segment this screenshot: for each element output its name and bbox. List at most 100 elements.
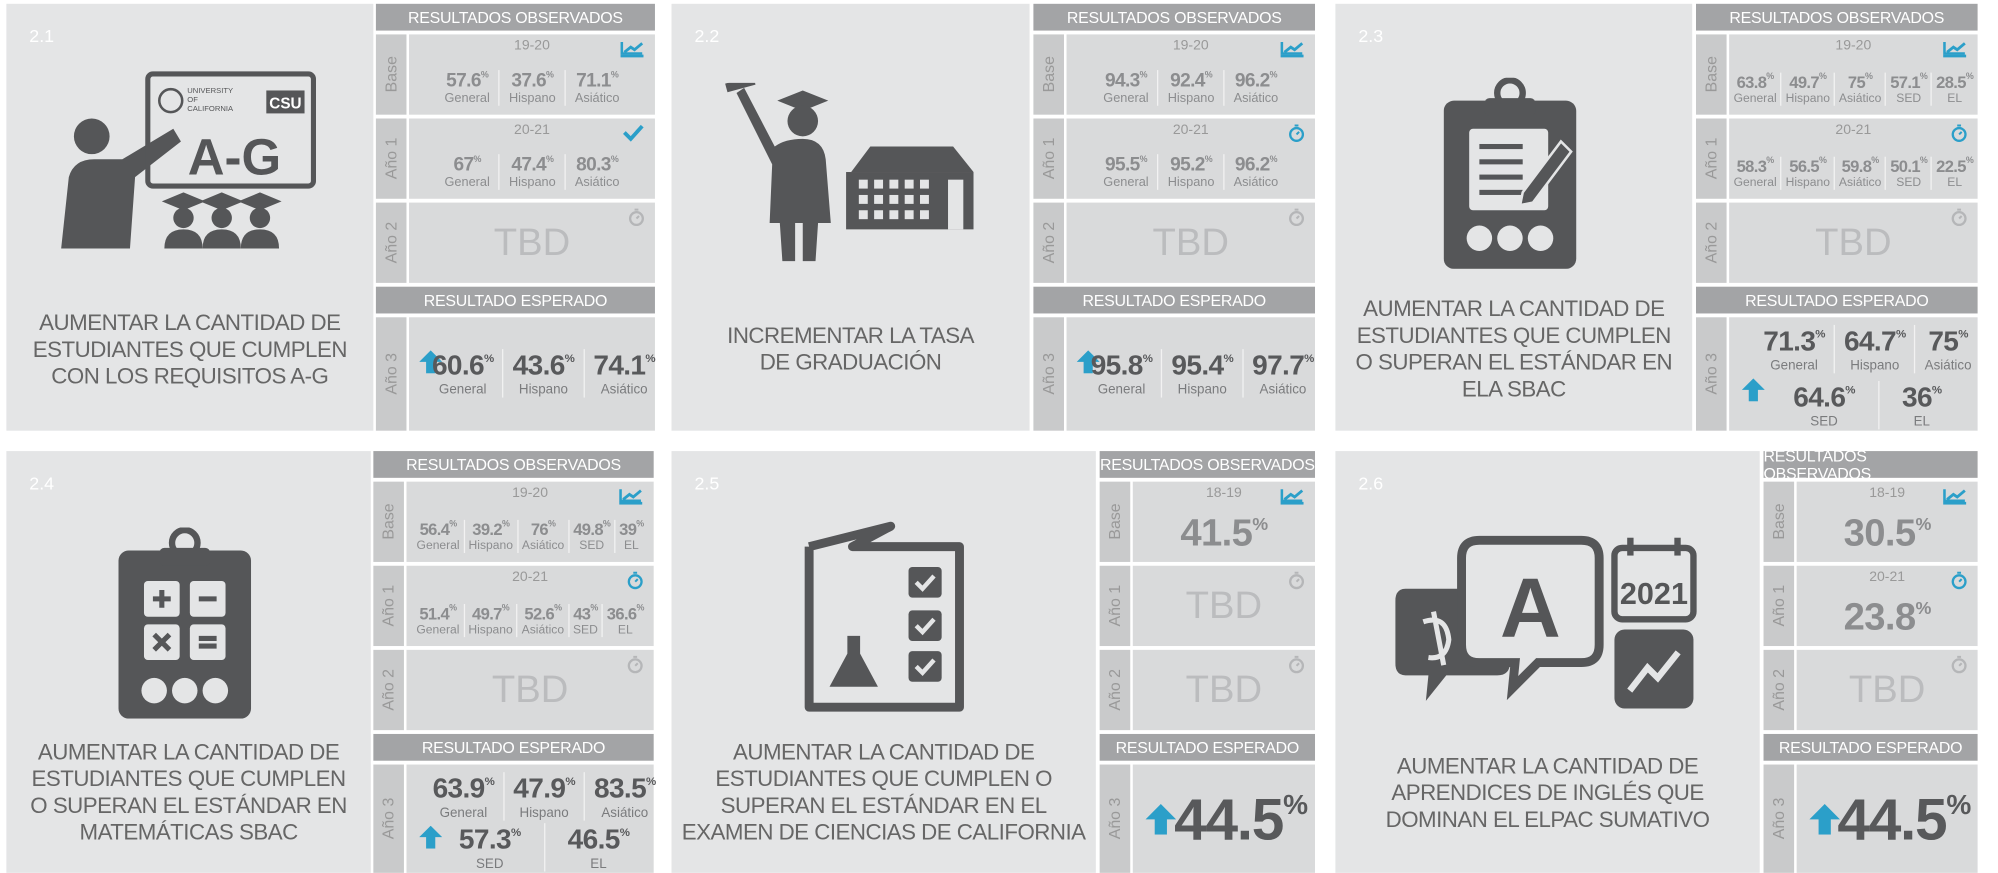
results-panel: RESULTADOS OBSERVADOS Base 19-20 63.8% Gener… [1696, 3, 1978, 431]
row-label: Base [382, 56, 401, 93]
up-arrow [1809, 803, 1840, 841]
icon-svg [627, 571, 643, 590]
percent-sign: % [1946, 788, 1971, 820]
row-label: Base [1702, 56, 1721, 93]
icon-rect [858, 194, 868, 204]
status-icon [1288, 571, 1305, 596]
value-item: 49.8% SED [568, 519, 614, 554]
value-number: 49.7 [472, 603, 502, 624]
percent-value: 74.1% [593, 349, 655, 382]
values: 67% General 47.4% Hispano 80.3% Asiático [409, 154, 655, 190]
percent-value: 43% [573, 604, 598, 623]
icon-text: A [1499, 561, 1560, 655]
status-icon [1279, 40, 1304, 64]
row-label: Año 1 [1702, 137, 1721, 180]
percent-value: 56.5% [1789, 157, 1827, 176]
icon-svg [419, 825, 443, 849]
group-label: Hispano [468, 538, 513, 554]
icon-polygon [1145, 803, 1177, 835]
goal-line: AUMENTAR LA CANTIDAD DE [37, 739, 340, 765]
value-number: 95.8 [1090, 349, 1144, 381]
percent-value: 28.5% [1936, 73, 1974, 92]
percent-value: 51.4% [419, 604, 457, 623]
tbd: TBD [493, 221, 571, 264]
expected-header: RESULTADO ESPERADO [373, 733, 654, 761]
icon-circle [1951, 211, 1967, 227]
percent-sign: % [564, 351, 575, 365]
observed-row: Base 19-20 56.4% General 39.2% Hispano 76% Asiá… [373, 481, 654, 562]
percent-value: 57.1% [1890, 73, 1928, 92]
group-label: Asiático [1233, 175, 1279, 190]
value-number: 71.1 [576, 70, 611, 92]
status-icon [618, 487, 643, 511]
percent-sign: % [554, 603, 562, 613]
results-panel: RESULTADOS OBSERVADOS Base 19-20 56.4% Gener… [373, 451, 656, 873]
status-icon [627, 571, 644, 596]
row-label: Año 1 [1769, 585, 1788, 627]
percent-value: 56.4% [420, 520, 458, 539]
icon-path [1957, 571, 1963, 583]
expected-row: Año 3 95.8% General 95.4% Hispano 97.7% Asiáti… [1033, 317, 1316, 431]
period: 20-21 [1835, 122, 1872, 138]
icon-path [1294, 208, 1300, 220]
icon-rect [266, 90, 305, 114]
percent-value: 39% [619, 520, 644, 539]
expected-row: Año 3 44.5% [1763, 764, 1978, 873]
values: 41.5% [1133, 505, 1315, 562]
group-label: General [1097, 382, 1146, 398]
card-number: 2.6 [1358, 472, 1384, 494]
icon-svg [1809, 803, 1840, 835]
row-label-cell: Año 1 [1763, 565, 1795, 647]
icon-svg [804, 521, 964, 712]
value-item: 39.2% Hispano [463, 519, 516, 554]
icon-circle [141, 677, 167, 704]
value-item: 83.5% Asiático [583, 772, 665, 821]
observed-row: Año 2 TBD [375, 202, 655, 283]
status-icon [1288, 655, 1305, 680]
goal-text: AUMENTAR LA CANTIDAD DE ESTUDIANTES QUE C… [6, 286, 373, 414]
percent-sign: % [546, 71, 554, 81]
percent-sign: % [546, 155, 554, 165]
percent-value: 60.6% [432, 349, 494, 382]
row-content: 20-21 51.4% General 49.7% Hispano 52.6% Asiáti… [406, 565, 654, 647]
observed-row: Año 1 20-21 95.5% General 95.2% Hispano 96.2% A… [1033, 118, 1316, 199]
percent-sign: % [1965, 156, 1974, 166]
icon-rect [919, 194, 929, 204]
percent-value: 23.8% [1844, 596, 1932, 639]
icon-circle [1527, 225, 1554, 252]
tbd: TBD [1815, 221, 1892, 264]
icon-rect [858, 179, 868, 189]
icon-circle [158, 87, 184, 114]
percent-value: 30.5% [1844, 512, 1932, 555]
observed-header: RESULTADOS OBSERVADOS [1033, 3, 1316, 31]
percent-value: 57.3% [459, 823, 521, 856]
value-item: 75% Asiático [1833, 72, 1885, 106]
row-label-cell: Año 3 [1696, 317, 1727, 431]
value-item: 59.8% Asiático [1833, 156, 1885, 190]
expected-row: Año 3 63.9% General 47.9% Hispano 83.5% Asiáti… [373, 764, 656, 873]
percent-value: 80.3% [576, 154, 619, 176]
card-number: 2.3 [1358, 25, 1384, 46]
status-icon [1288, 208, 1305, 233]
value-item: 95.4% Hispano [1161, 349, 1242, 398]
row-label-cell: Año 1 [375, 118, 407, 199]
row-label-cell: Año 2 [373, 649, 404, 731]
value-number: 94.3 [1104, 70, 1140, 92]
icon-path [623, 124, 644, 142]
row-label-cell: Base [1763, 481, 1795, 562]
card-number: 2.1 [29, 25, 55, 46]
value-number: 74.1 [593, 349, 646, 381]
value-item: 51.4% General [413, 604, 464, 637]
icon-svg [1951, 571, 1967, 590]
icon-path [1421, 611, 1451, 666]
percent-value: 95.2% [1170, 154, 1213, 176]
row-label: Año 1 [1106, 585, 1124, 627]
group-label: Asiático [1838, 91, 1882, 106]
value-number: 41.5 [1180, 511, 1253, 554]
goal-panel: 2.3 AUMENTAR LA CANTIDAD DE ESTUDIANTES QU… [1335, 3, 1693, 431]
group-label: Asiático [600, 382, 648, 398]
value-number: 96.2 [1234, 154, 1270, 176]
group-label: SED [475, 856, 504, 872]
icon-svg [419, 350, 443, 374]
